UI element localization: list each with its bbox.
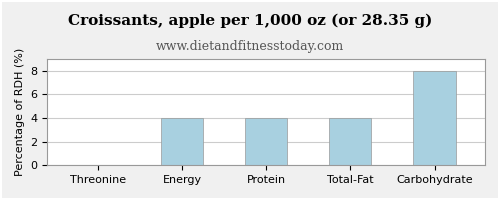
Bar — [414, 71, 456, 165]
Y-axis label: Percentage of RDH (%): Percentage of RDH (%) — [15, 48, 25, 176]
Text: Croissants, apple per 1,000 oz (or 28.35 g): Croissants, apple per 1,000 oz (or 28.35… — [68, 14, 432, 28]
Bar — [245, 118, 287, 165]
Bar — [330, 118, 372, 165]
Bar — [161, 118, 203, 165]
Text: www.dietandfitnesstoday.com: www.dietandfitnesstoday.com — [156, 40, 344, 53]
